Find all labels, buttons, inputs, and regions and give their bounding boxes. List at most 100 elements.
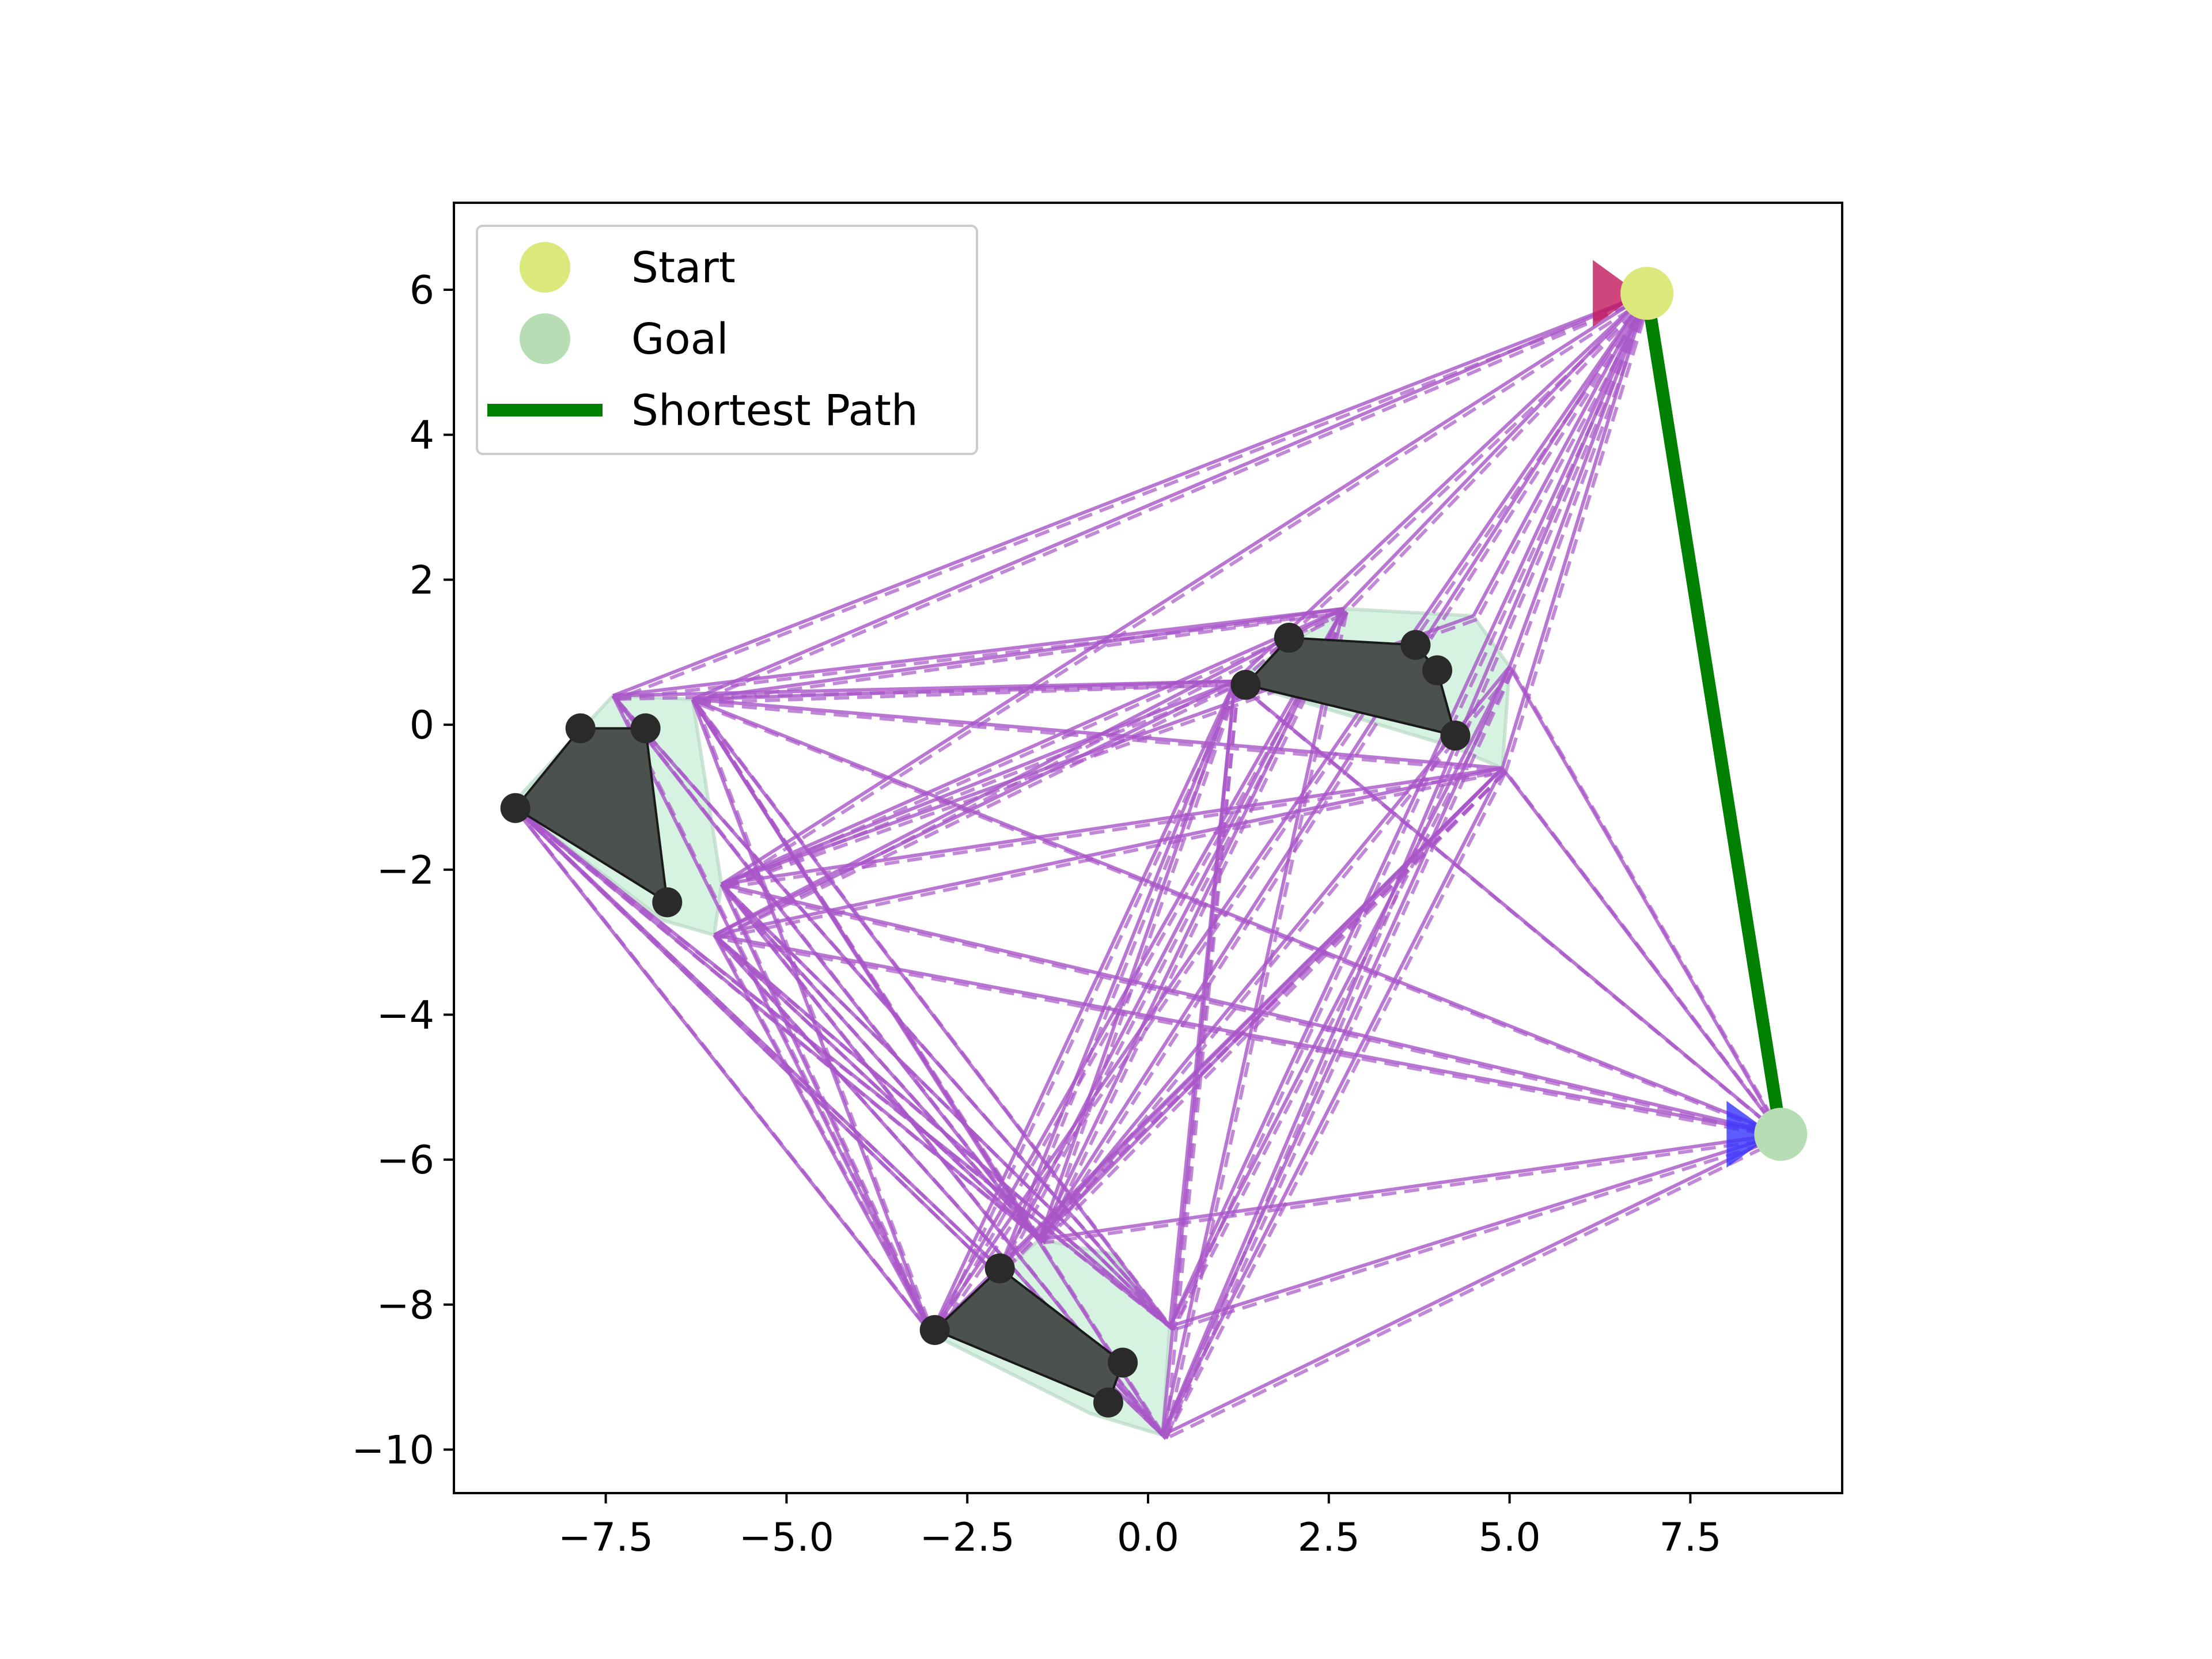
visibility-edge-dashed xyxy=(695,295,1652,704)
visibility-edge xyxy=(998,680,1237,1270)
visibility-edge-dashed xyxy=(695,701,1785,1139)
visibility-edge-dashed xyxy=(694,702,1168,1440)
visibility-edge-dashed xyxy=(1041,770,1508,1244)
visibility-edge xyxy=(1161,666,1512,1436)
visibility-edge-dashed xyxy=(1041,669,1514,1244)
legend: Start Goal Shortest Path xyxy=(476,225,978,455)
y-tick-label: −4 xyxy=(377,993,434,1038)
visibility-edge xyxy=(1168,293,1649,1327)
goal-heading-marker xyxy=(1726,1101,1773,1168)
visibility-edge-dashed xyxy=(716,937,1175,1331)
visibility-edge-dashed xyxy=(1511,296,1652,671)
visibility-edge xyxy=(692,679,1235,702)
legend-label: Start xyxy=(631,243,736,293)
visibility-edge xyxy=(1169,1132,1782,1328)
visibility-edge xyxy=(611,694,1041,1241)
obstacle-vertex xyxy=(1440,720,1471,751)
visibility-edge xyxy=(1161,1132,1782,1437)
y-tick-label: −8 xyxy=(377,1283,434,1328)
legend-label: Shortest Path xyxy=(631,386,918,435)
obstacle-vertex xyxy=(500,793,531,823)
visibility-edge-dashed xyxy=(1237,683,1786,1139)
visibility-edge-dashed xyxy=(723,887,937,1338)
visibility-edge-dashed xyxy=(716,937,1044,1244)
obstacle-vertex xyxy=(1274,623,1304,653)
visibility-edge-dashed xyxy=(1171,669,1515,1331)
visibility-edge xyxy=(1508,293,1649,668)
visibility-edge xyxy=(1161,681,1237,1435)
visibility-edge xyxy=(1501,293,1649,769)
x-tick-label: −2.5 xyxy=(920,1515,1015,1560)
visibility-edge-dashed xyxy=(1041,296,1652,1244)
visibility-edge xyxy=(998,608,1345,1270)
visibility-edge-dashed xyxy=(1504,296,1652,772)
visibility-edge xyxy=(1168,666,1512,1327)
x-tick-label: 0.0 xyxy=(1117,1515,1179,1560)
obstacle-vertex xyxy=(1108,1347,1138,1378)
visibility-edge xyxy=(691,698,933,1335)
visibility-edge-dashed xyxy=(1164,771,1508,1440)
start-marker xyxy=(1620,267,1674,320)
visibility-edge xyxy=(929,680,1237,1335)
shortest-path-layer xyxy=(1641,292,1787,1135)
visibility-edge-dashed xyxy=(933,684,1240,1338)
obstacle-vertex xyxy=(919,1315,950,1345)
visibility-edge xyxy=(721,882,1781,1136)
visibility-edge xyxy=(1161,767,1504,1436)
visibility-edge-dashed xyxy=(724,610,1348,889)
visibility-edge xyxy=(713,607,1344,937)
obstacle-vertex xyxy=(630,713,661,744)
visibility-edge-dashed xyxy=(724,886,1175,1331)
visibility-edge xyxy=(692,291,1648,701)
y-tick-label: 4 xyxy=(410,413,434,459)
x-tick-label: 2.5 xyxy=(1298,1515,1360,1560)
x-tick-label: −5.0 xyxy=(739,1515,834,1560)
visibility-edge xyxy=(1039,1132,1781,1241)
obstacle-vertex xyxy=(1422,655,1453,685)
legend-box xyxy=(476,225,978,455)
visibility-edge-dashed xyxy=(1002,611,1349,1273)
visibility-edge-dashed xyxy=(1041,684,1240,1244)
visibility-edge-dashed xyxy=(514,806,1175,1331)
visibility-edge xyxy=(1342,292,1649,610)
visibility-edge xyxy=(612,291,1648,698)
goal-marker xyxy=(1754,1108,1808,1161)
start-goal-markers xyxy=(1593,260,1808,1168)
visibility-edge-dashed xyxy=(615,698,937,1338)
legend-marker-goal xyxy=(520,313,570,364)
visibility-edge xyxy=(692,698,1782,1136)
visibility-edge-dashed xyxy=(514,806,936,1339)
obstacle-vertex xyxy=(1400,630,1431,660)
visibility-edge xyxy=(692,607,1344,701)
legend-marker-start xyxy=(520,242,570,293)
visibility-edge-dashed xyxy=(1345,296,1652,613)
y-tick-label: −6 xyxy=(377,1138,434,1183)
visibility-edge xyxy=(714,933,1781,1137)
visibility-edge-dashed xyxy=(1164,684,1240,1439)
visibility-edge-dashed xyxy=(717,683,1239,940)
shortest-path-line xyxy=(1641,292,1787,1135)
visibility-edge-dashed xyxy=(1041,611,1349,1244)
visibility-edge-dashed xyxy=(514,806,1005,1274)
visibility-edge xyxy=(1038,608,1345,1240)
x-tick-label: −7.5 xyxy=(558,1515,653,1560)
visibility-edge-dashed xyxy=(724,770,1506,889)
visibility-edge-dashed xyxy=(1164,669,1515,1440)
visibility-edge-dashed xyxy=(1512,669,1786,1139)
visibility-edge xyxy=(721,607,1344,886)
y-tick-label: 6 xyxy=(410,268,434,313)
visibility-edge xyxy=(713,933,1171,1328)
y-tick-label: −2 xyxy=(377,848,434,893)
obstacle-vertex xyxy=(1230,669,1261,700)
visibility-edge-dashed xyxy=(717,770,1506,940)
visibility-edge-dashed xyxy=(1002,770,1508,1274)
obstacles xyxy=(500,623,1471,1418)
y-tick-label: 0 xyxy=(410,703,434,748)
visibility-edge xyxy=(714,766,1503,937)
visibility-edge-dashed xyxy=(696,683,1238,705)
visibility-edge-dashed xyxy=(1172,1136,1785,1332)
x-tick-label: 7.5 xyxy=(1659,1515,1721,1560)
visibility-edge-dashed xyxy=(1043,1136,1785,1245)
x-tick-label: 5.0 xyxy=(1479,1515,1541,1560)
